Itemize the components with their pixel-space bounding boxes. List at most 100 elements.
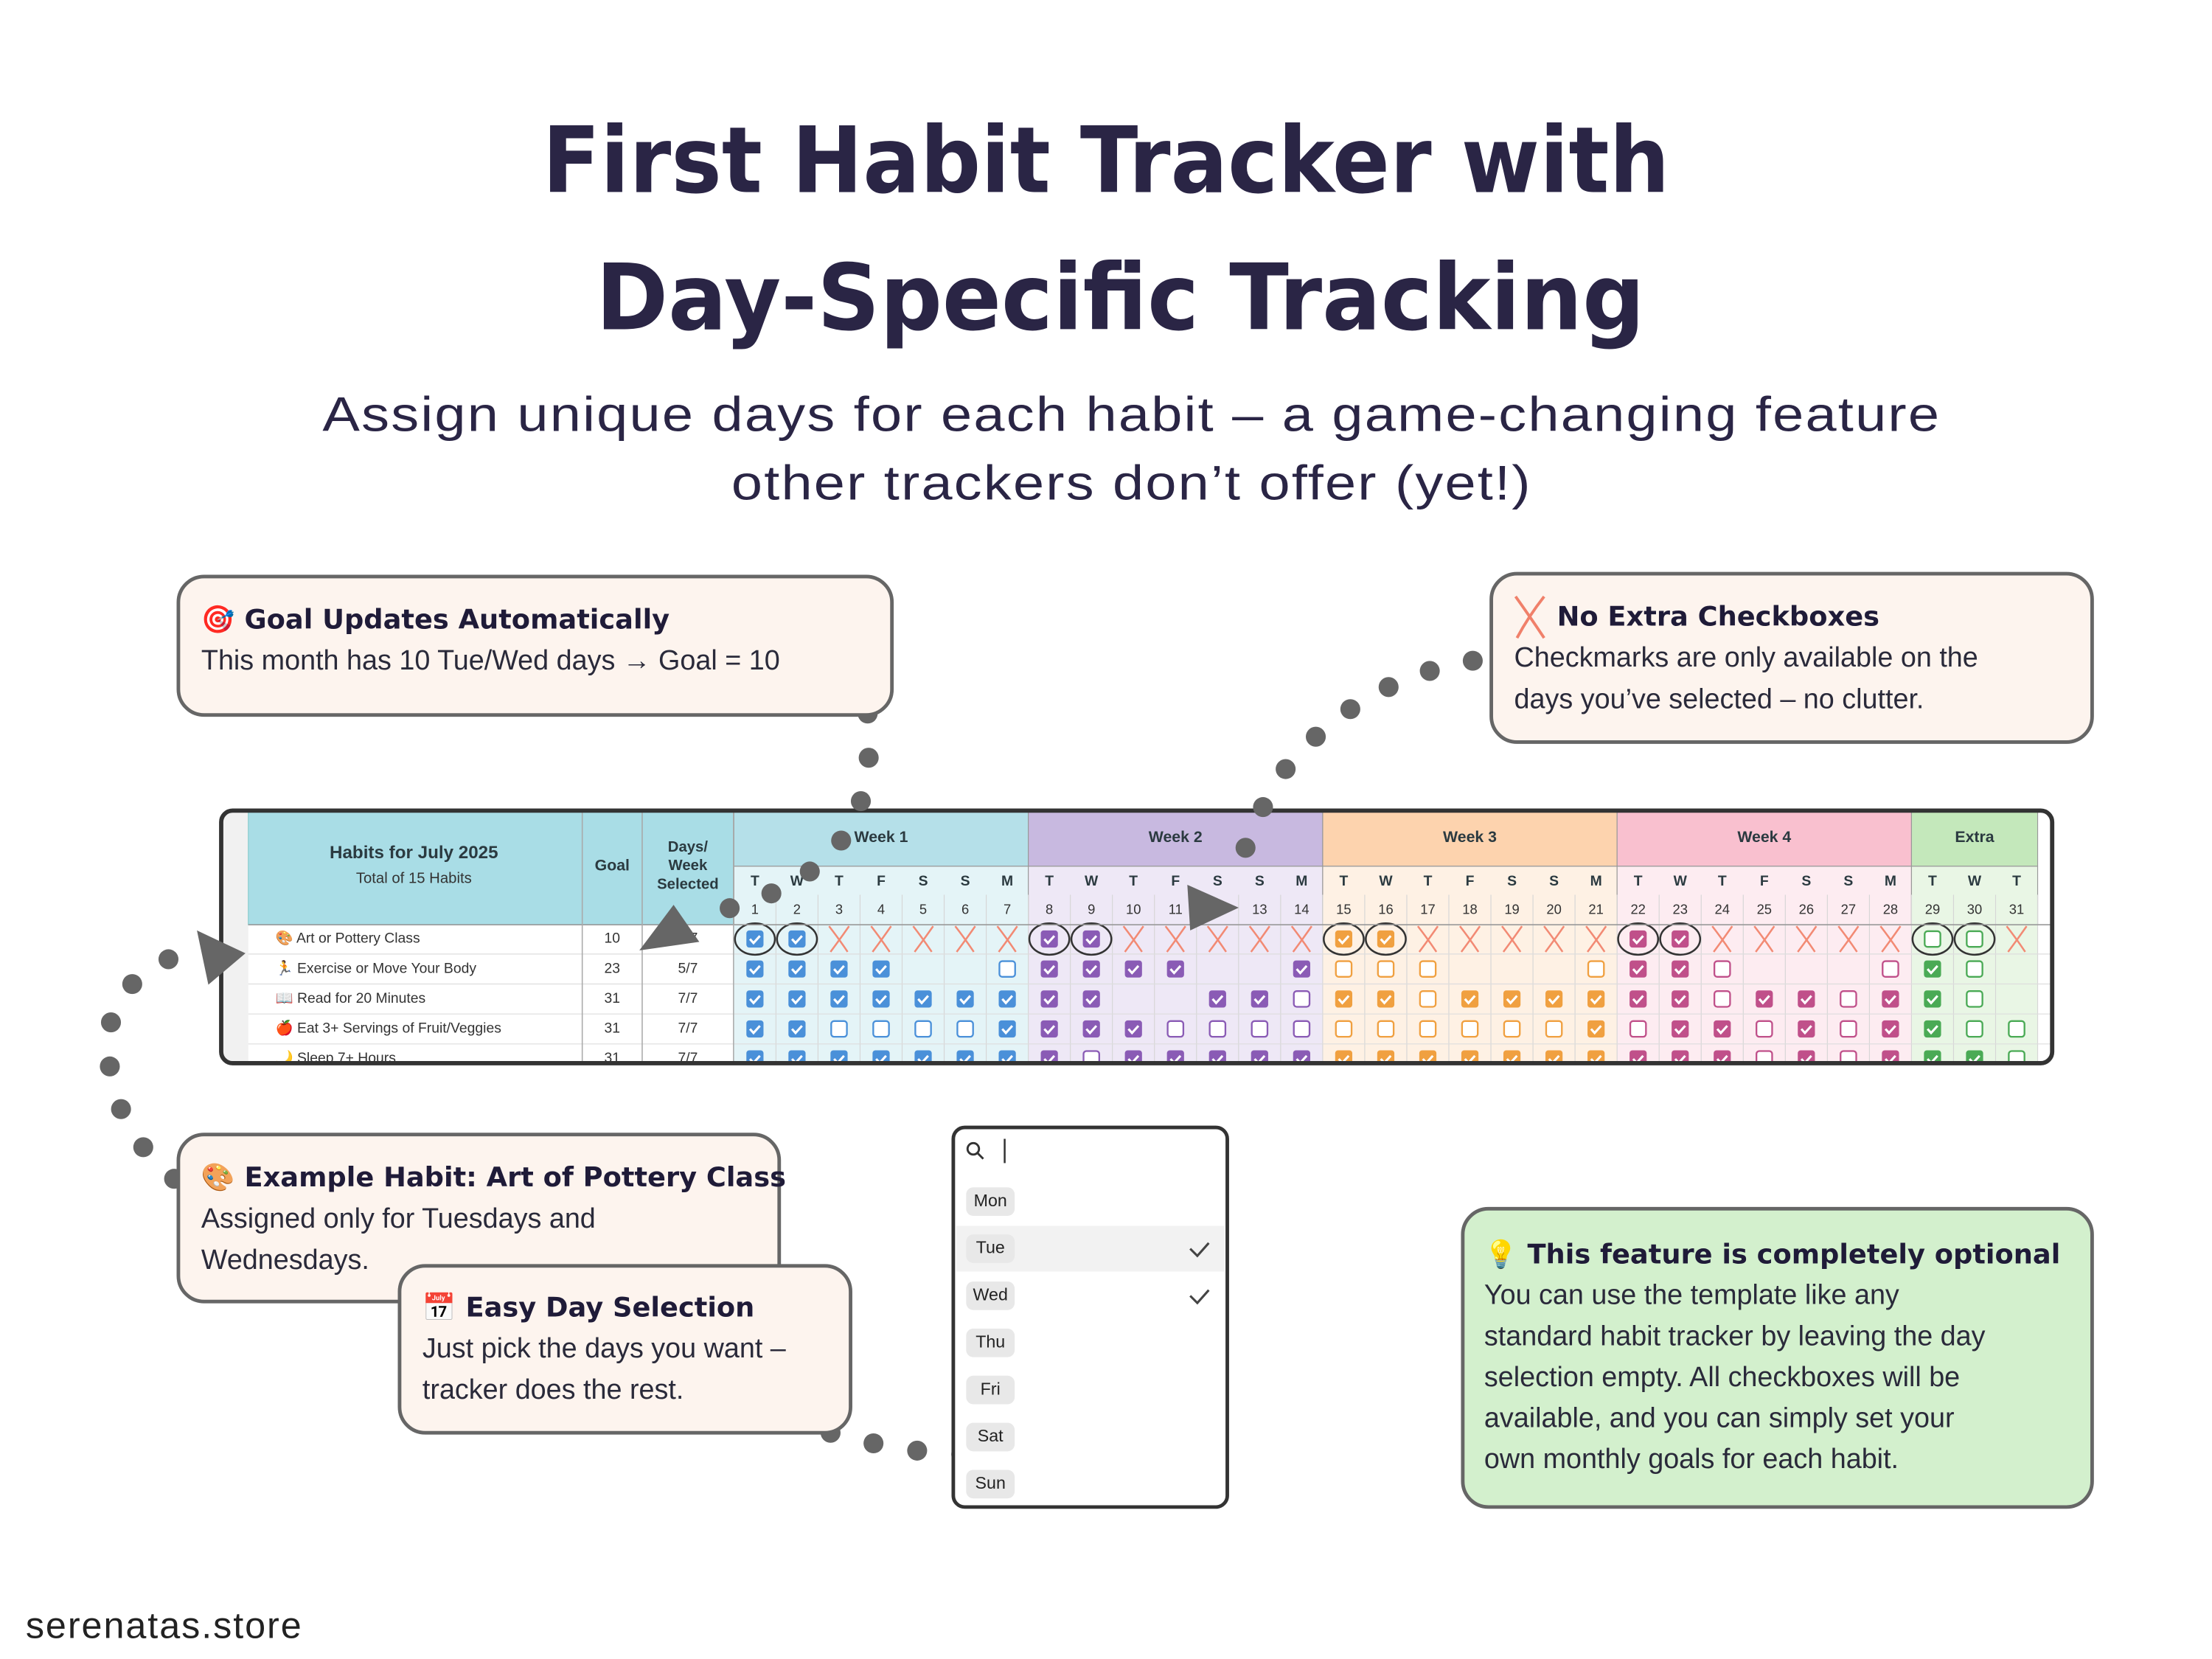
- check-mark: [1001, 995, 1014, 1005]
- check-mark: [1085, 1025, 1098, 1035]
- check-mark: [917, 995, 929, 1005]
- checkbox-checked: [1082, 990, 1100, 1008]
- callout-text: Wednesdays.: [201, 1244, 369, 1275]
- checkbox-checked: [1672, 990, 1689, 1008]
- habit-goal: 31: [605, 990, 621, 1006]
- checkbox-checked: [830, 960, 848, 978]
- highlight-circle: [1659, 922, 1702, 956]
- option-label: Tue: [976, 1238, 1005, 1257]
- no-checkbox-mark: [1290, 925, 1312, 953]
- checkbox-checked: [1587, 1050, 1605, 1063]
- checkbox-checked: [1882, 1020, 1899, 1038]
- checkbox-checked: [1630, 1050, 1647, 1063]
- callout-text: Checkmarks are only available on the: [1514, 641, 1978, 672]
- day-number: 30: [1967, 902, 1982, 917]
- day-letter: W: [1085, 873, 1099, 889]
- day-number: 1: [751, 902, 759, 917]
- callout-box: [1461, 1206, 2094, 1509]
- no-checkbox-mark: [870, 925, 892, 953]
- no-checkbox-mark: [1711, 925, 1733, 953]
- checkbox: [1377, 960, 1395, 978]
- days-header: Selected: [657, 876, 719, 892]
- checkbox: [1545, 1020, 1563, 1038]
- day-header: [1616, 866, 1913, 925]
- subtitle: other trackers don’t offer (yet!): [731, 455, 1532, 509]
- check-mark: [1295, 964, 1308, 975]
- checkbox-checked: [1040, 930, 1058, 948]
- checkbox-checked: [1587, 1020, 1605, 1038]
- day-letter: F: [1760, 873, 1769, 889]
- check-mark: [790, 964, 803, 975]
- checkbox: [956, 1020, 974, 1038]
- day-number: 14: [1294, 902, 1309, 917]
- option-chip: [966, 1328, 1015, 1357]
- option-chip: [966, 1375, 1015, 1405]
- day-letter: T: [1339, 873, 1348, 889]
- day-letter: T: [1045, 873, 1054, 889]
- checkbox: [1377, 1020, 1395, 1038]
- check-mark: [1674, 995, 1686, 1005]
- highlight-circle: [1365, 922, 1407, 956]
- callout-text: This month has 10 Tue/Wed days → Goal = …: [201, 644, 780, 675]
- checkbox: [1755, 1020, 1773, 1038]
- tracker: Habits for July 2025 Total of 15 Habits Go…: [221, 810, 2053, 1063]
- check-mark: [790, 935, 803, 945]
- checkbox-checked: [1545, 1050, 1563, 1063]
- checkbox-checked: [1924, 990, 1941, 1008]
- checkbox-checked: [1924, 1020, 1941, 1038]
- checkbox-checked: [1335, 1050, 1353, 1063]
- check-mark: [1632, 995, 1644, 1005]
- no-checkbox-mark: [1458, 925, 1481, 953]
- day-number: 28: [1883, 902, 1898, 917]
- day-letter: T: [835, 873, 844, 889]
- day-number: 18: [1462, 902, 1477, 917]
- check-mark: [1590, 1025, 1602, 1035]
- subtitle: Assign unique days for each habit – a ga…: [322, 386, 1941, 441]
- day-number: 26: [1799, 902, 1814, 917]
- day-number: 27: [1841, 902, 1856, 917]
- checkbox-checked: [1672, 1020, 1689, 1038]
- no-checkbox-mark: [1501, 925, 1523, 953]
- habit-name: 🍎 Eat 3+ Servings of Fruit/Veggies: [276, 1019, 501, 1037]
- check-mark: [833, 964, 845, 975]
- checkbox: [872, 1020, 890, 1038]
- checkbox: [1966, 1020, 1983, 1038]
- days-header: Week: [669, 858, 708, 874]
- habit-name: 🎨 Art or Pottery Class: [276, 929, 420, 947]
- day-number: 7: [1004, 902, 1011, 917]
- day-number: 23: [1672, 902, 1687, 917]
- checkbox: [1251, 1020, 1269, 1038]
- day-number: 16: [1378, 902, 1393, 917]
- dropdown: [951, 1125, 1229, 1509]
- check-mark: [1043, 995, 1056, 1005]
- callout-title: 📅 Easy Day Selection: [422, 1291, 754, 1323]
- day-letter: T: [1634, 873, 1643, 889]
- day-number: 17: [1420, 902, 1435, 917]
- arrow-head: [1187, 885, 1239, 931]
- no-checkbox-mark: [828, 925, 850, 953]
- no-checkbox-mark: [954, 925, 976, 953]
- checkbox-checked: [1377, 1050, 1395, 1063]
- habit-days: 5/7: [678, 960, 698, 976]
- check-mark: [875, 964, 887, 975]
- day-letter: W: [790, 873, 804, 889]
- check-mark: [1127, 964, 1140, 975]
- day-number: 4: [877, 902, 885, 917]
- callout-text: tracker does the rest.: [422, 1374, 684, 1405]
- checkbox-checked: [788, 1020, 806, 1038]
- checkbox-checked: [1672, 960, 1689, 978]
- no-checkbox-mark: [1879, 925, 1902, 953]
- option-label: Sun: [975, 1473, 1006, 1492]
- checkbox-checked: [998, 1020, 1016, 1038]
- habit-name: 📖 Read for 20 Minutes: [276, 990, 426, 1006]
- checkbox-checked: [872, 960, 890, 978]
- checkbox-checked: [956, 990, 974, 1008]
- day-letter: S: [1843, 873, 1853, 889]
- highlight-circle: [1617, 922, 1660, 956]
- checkbox: [1335, 960, 1353, 978]
- no-checkbox-mark: [1837, 925, 1860, 953]
- day-letter: M: [1295, 873, 1307, 889]
- checkbox-checked: [1419, 1050, 1437, 1063]
- day-number: 31: [2009, 902, 2024, 917]
- checkbox-checked: [1503, 1050, 1521, 1063]
